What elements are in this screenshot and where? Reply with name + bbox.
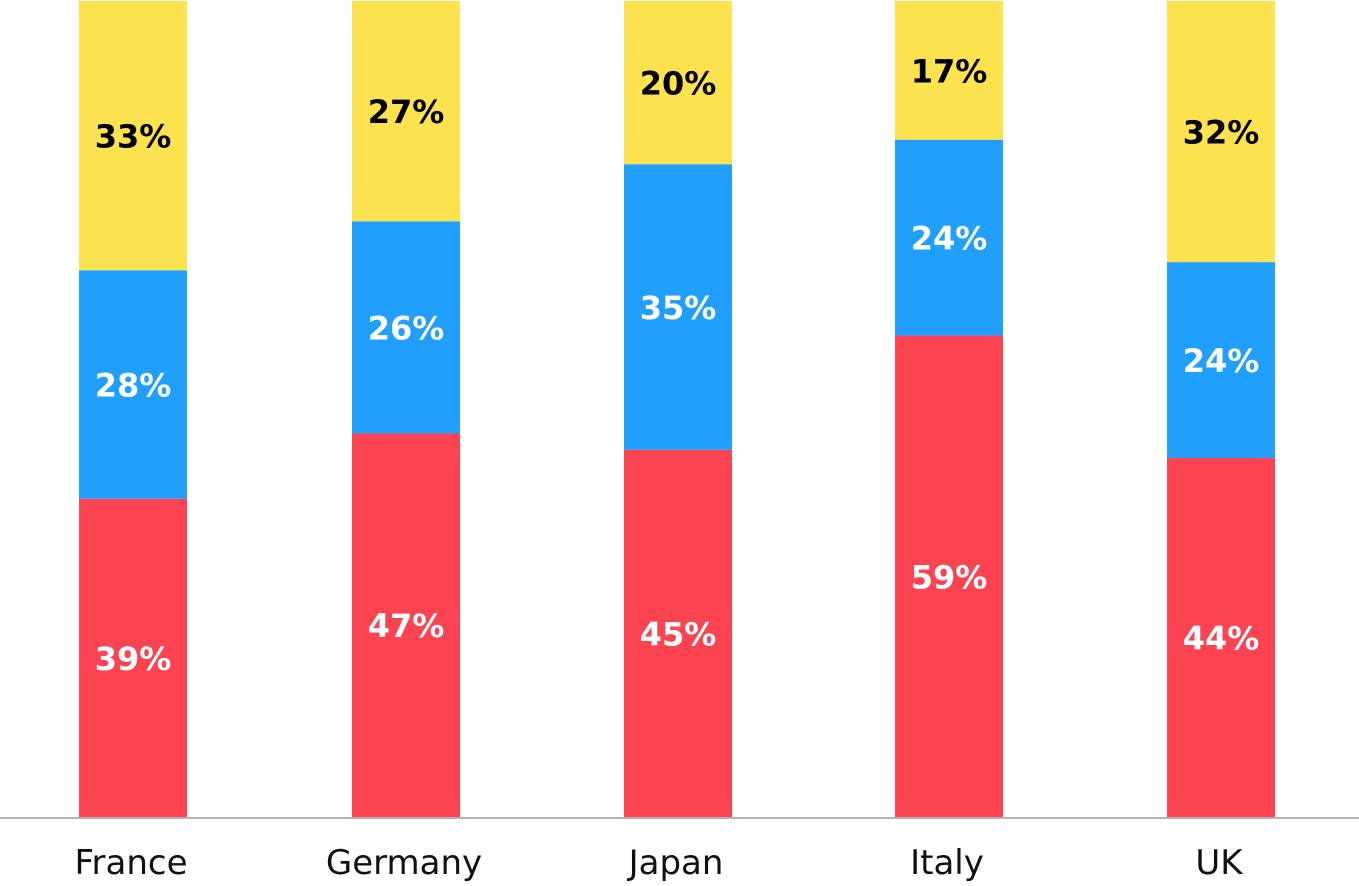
category-label-italy: Italy [910,843,984,883]
data-label-france-2: 28% [95,367,172,405]
data-label-france-3: 33% [95,118,172,156]
data-label-japan-1: 45% [640,615,717,653]
bar-segment-france-1 [79,498,187,817]
data-label-france-1: 39% [95,640,172,678]
data-label-italy-1: 59% [911,558,988,596]
bar-segment-japan-1 [624,449,732,817]
category-label-france: France [74,843,187,883]
data-label-japan-3: 20% [640,65,717,103]
bar-segment-france-3 [79,1,187,271]
data-label-germany-1: 47% [368,607,445,645]
bars-layer [79,1,1275,817]
data-label-italy-2: 24% [911,220,988,258]
bar-segment-germany-3 [352,1,460,222]
data-label-uk-3: 32% [1183,114,1260,152]
bar-segment-france-2 [79,270,187,499]
data-label-germany-2: 26% [368,309,445,347]
data-label-uk-2: 24% [1183,342,1260,380]
category-label-germany: Germany [326,843,482,883]
bar-segment-germany-1 [352,433,460,817]
category-label-japan: Japan [627,843,724,883]
data-label-italy-3: 17% [911,52,988,90]
bar-segment-uk-3 [1167,1,1275,263]
value-labels-layer: 39% 28% 33% 47% 26% 27% 45% 35% 20% 59% 24% 17% 44% 2… [95,52,1260,678]
data-label-japan-2: 35% [640,289,717,327]
bar-segment-japan-2 [624,164,732,450]
bar-segment-uk-2 [1167,262,1275,458]
bar-segment-japan-3 [624,1,732,165]
data-label-germany-3: 27% [368,93,445,131]
category-label-uk: UK [1195,843,1244,883]
category-labels-layer: France Germany Japan Italy UK [74,843,1244,883]
data-label-uk-1: 44% [1183,619,1260,657]
bar-segment-italy-1 [895,335,1003,817]
bar-segment-italy-2 [895,139,1003,336]
bar-segment-italy-3 [895,1,1003,140]
bar-segment-germany-2 [352,221,460,434]
bar-segment-uk-1 [1167,457,1275,817]
